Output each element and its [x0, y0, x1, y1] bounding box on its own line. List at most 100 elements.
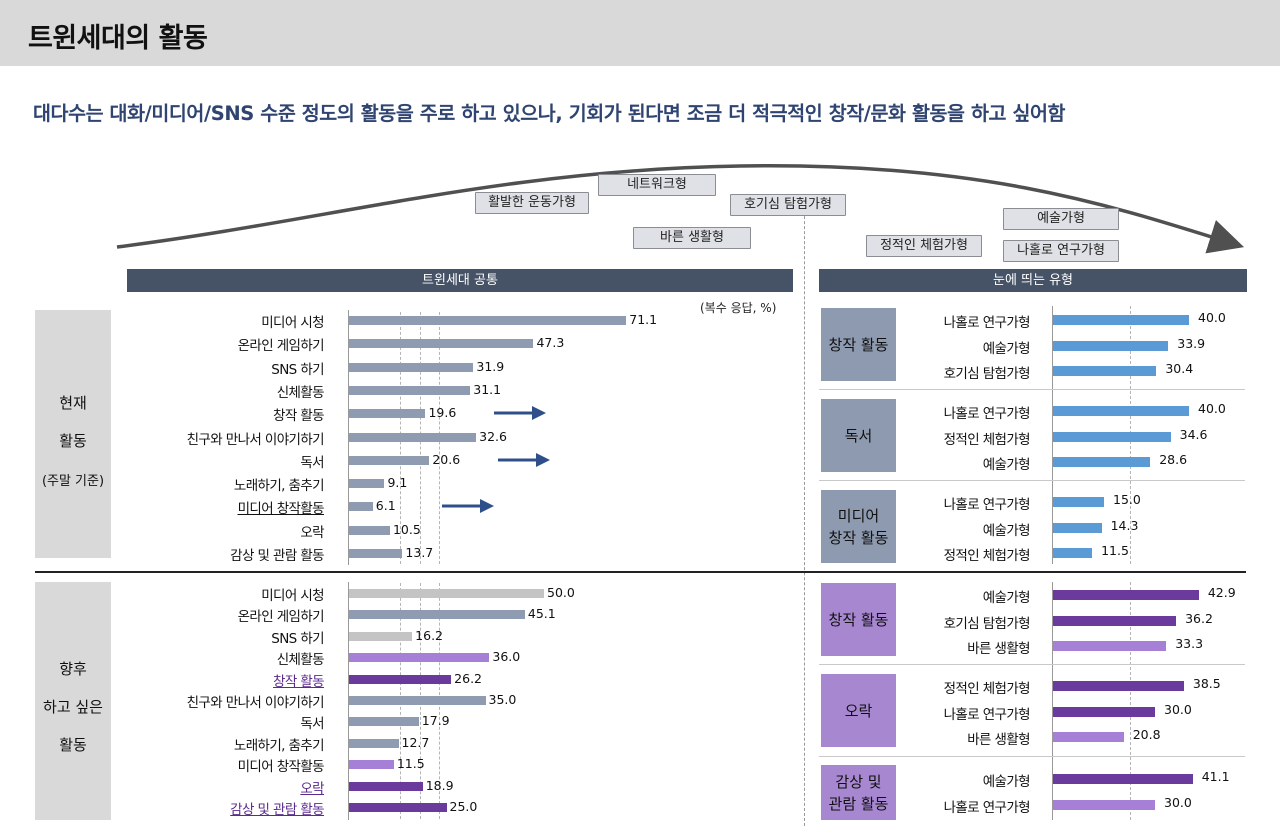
bar-value-label: 31.1	[473, 381, 502, 397]
left-axis-future	[348, 582, 349, 820]
timeline-curve	[116, 163, 1245, 254]
right-gridline	[1130, 582, 1131, 820]
right-bar-category-label: 바른 생활형	[967, 641, 1030, 657]
right-separator	[819, 664, 1245, 665]
bar-category-label: 창작 활동	[273, 673, 325, 690]
right-bar	[1053, 774, 1193, 784]
category-box: 감상 및 관람 활동	[821, 765, 896, 820]
bar	[349, 432, 477, 442]
category-box-title: 창작 활동	[828, 610, 889, 629]
bar	[349, 549, 403, 558]
bar-category-label: SNS 하기	[271, 361, 324, 378]
right-bar-category-label: 나홀로 연구가형	[943, 497, 1031, 513]
right-bar-value-label: 30.4	[1165, 361, 1194, 376]
bar-category-label: 미디어 시청	[261, 588, 324, 604]
right-bar-category-label: 정적인 체험가형	[943, 681, 1031, 697]
tag-network: 네트워크형	[598, 174, 716, 196]
bar-value-label: 50.0	[547, 585, 575, 600]
left-axis-current	[348, 310, 349, 565]
bar	[349, 385, 471, 395]
category-box: 창작 활동	[821, 583, 896, 656]
unit-note: (복수 응답, %)	[700, 301, 777, 315]
bar-value-label: 35.0	[488, 692, 517, 707]
right-bar-category-label: 예술가형	[982, 340, 1031, 357]
bar	[349, 362, 474, 372]
right-bar-category-label: 나홀로 연구가형	[943, 315, 1031, 331]
bar-category-label: 창작 활동	[273, 408, 325, 425]
bar-value-label: 17.9	[421, 713, 450, 729]
right-bar-category-label: 호기심 탐험가형	[943, 615, 1031, 632]
panel-current-line3: (주말 기준)	[41, 474, 105, 489]
right-bar-category-label: 호기심 탐험가형	[943, 366, 1031, 382]
bar-value-label: 6.1	[375, 498, 396, 514]
bar-category-label: 오락	[300, 780, 324, 797]
bar	[349, 589, 544, 598]
bar-value-label: 71.1	[629, 312, 658, 327]
bar-category-label: 노래하기, 춤추기	[233, 737, 325, 754]
left-section-header: 트윈세대 공통	[127, 269, 793, 292]
bar-category-label: 독서	[300, 716, 324, 733]
right-bar-value-label: 40.0	[1198, 401, 1226, 416]
right-bar	[1053, 732, 1124, 742]
right-bar-value-label: 38.5	[1192, 676, 1221, 691]
panel-future-line1: 향후	[59, 660, 87, 678]
right-bar-category-label: 나홀로 연구가형	[943, 406, 1031, 422]
right-bar	[1053, 590, 1199, 600]
right-bar-category-label: 바른 생활형	[967, 732, 1030, 748]
category-box: 미디어 창작 활동	[821, 490, 896, 563]
right-bar-value-label: 34.6	[1179, 426, 1208, 442]
right-bar	[1053, 366, 1157, 376]
right-bar-value-label: 30.0	[1164, 701, 1192, 717]
right-bar-value-label: 20.8	[1132, 727, 1161, 742]
highlight-arrow	[494, 406, 547, 421]
right-bar-value-label: 40.0	[1198, 310, 1226, 325]
bar-value-label: 45.1	[527, 606, 556, 622]
category-box-title: 오락	[844, 701, 873, 720]
bar	[349, 479, 385, 489]
bar	[349, 803, 447, 812]
right-bar	[1053, 706, 1155, 717]
bar-category-label: 신체활동	[276, 652, 325, 669]
highlight-arrow	[441, 499, 494, 514]
tag-active-sports: 활발한 운동가형	[475, 192, 589, 214]
bar-category-label: SNS 하기	[271, 630, 324, 647]
bar-category-label: 독서	[300, 454, 324, 471]
right-bar	[1053, 406, 1189, 416]
right-bar-value-label: 15.0	[1113, 492, 1141, 507]
right-bar-category-label: 예술가형	[982, 774, 1031, 790]
right-bar	[1053, 497, 1104, 507]
right-bar-category-label: 정적인 체험가형	[943, 431, 1031, 448]
category-box-title: 감상 및 관람 활동	[828, 772, 889, 813]
right-bar-value-label: 28.6	[1159, 452, 1188, 467]
bar-value-label: 12.7	[401, 734, 430, 750]
section-divider	[804, 196, 805, 826]
bar-value-label: 16.2	[415, 627, 444, 643]
right-bar-category-label: 예술가형	[982, 590, 1031, 606]
category-box-title: 미디어 창작 활동	[828, 506, 889, 547]
bar-category-label: 온라인 게임하기	[237, 338, 325, 355]
page-title: 트윈세대의 활동	[28, 23, 208, 54]
bar-value-label: 26.2	[454, 670, 483, 686]
category-box-title: 독서	[844, 426, 873, 445]
bar	[349, 455, 430, 465]
category-box: 오락	[821, 674, 896, 747]
panel-current-line2: 활동	[59, 432, 87, 450]
right-bar	[1053, 431, 1171, 442]
right-bar-value-label: 42.9	[1207, 585, 1236, 600]
bar	[349, 717, 419, 727]
bar	[349, 760, 394, 770]
tag-artist: 예술가형	[1003, 208, 1119, 230]
right-bar	[1053, 548, 1093, 558]
right-axis-current	[1052, 306, 1053, 564]
bar-category-label: 온라인 게임하기	[237, 609, 325, 626]
tag-proper-life: 바른 생활형	[633, 227, 751, 249]
right-bar-value-label: 33.9	[1177, 335, 1206, 351]
right-separator	[819, 480, 1245, 481]
category-box: 독서	[821, 399, 896, 472]
right-bar-value-label: 36.2	[1185, 610, 1213, 626]
right-bar	[1053, 457, 1151, 467]
panel-future-line3: 활동	[59, 736, 87, 754]
right-separator	[819, 756, 1245, 757]
bar-category-label: 미디어 창작활동	[237, 501, 325, 518]
